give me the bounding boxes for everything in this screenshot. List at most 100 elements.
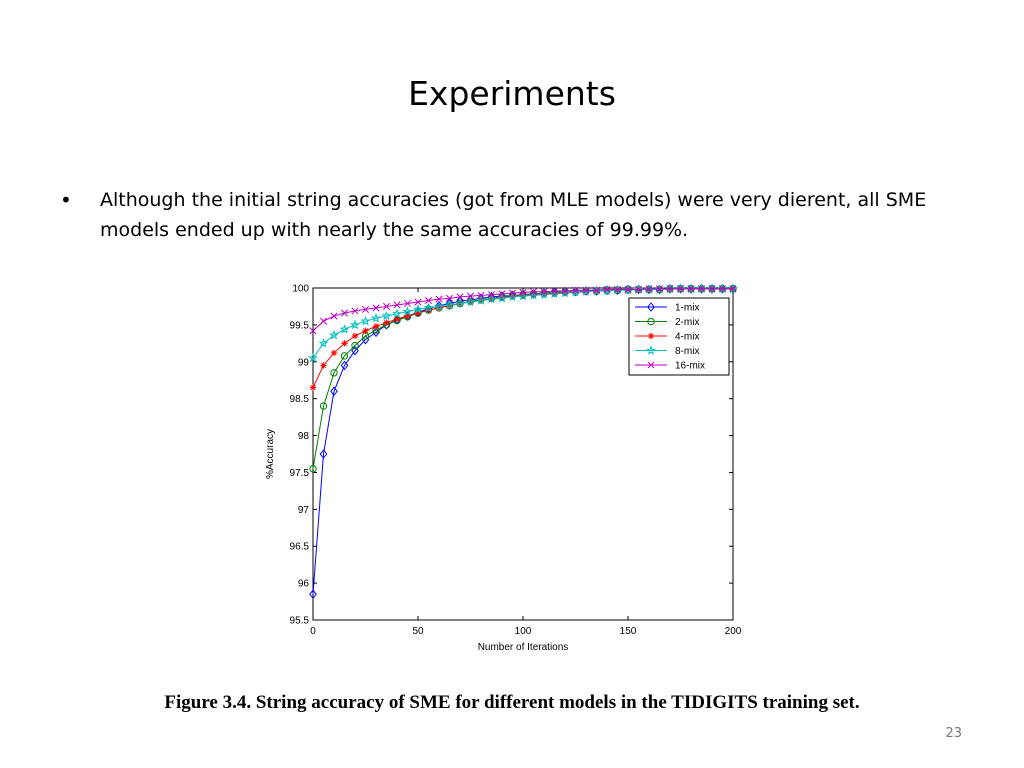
- data-point-16-mix: [393, 301, 401, 309]
- x-axis-label: Number of Iterations: [478, 642, 569, 653]
- page-number: 23: [945, 726, 962, 741]
- data-point-8-mix: [402, 306, 413, 316]
- data-point-16-mix: [382, 302, 391, 310]
- data-point-8-mix: [728, 283, 738, 293]
- data-point-16-mix: [372, 304, 380, 312]
- data-point-16-mix: [403, 299, 412, 308]
- data-point-8-mix: [707, 283, 717, 293]
- data-point-16-mix: [477, 291, 485, 299]
- data-point-8-mix: [560, 287, 570, 298]
- data-point-8-mix: [392, 308, 402, 319]
- data-point-8-mix: [675, 283, 686, 293]
- data-point-8-mix: [549, 288, 560, 299]
- data-point-4-mix: [561, 289, 569, 296]
- data-point-16-mix: [645, 285, 653, 293]
- data-point-16-mix: [445, 294, 454, 302]
- data-point-16-mix: [466, 292, 475, 300]
- data-point-16-mix: [571, 286, 580, 294]
- data-point-16-mix: [414, 298, 422, 306]
- data-point-8-mix: [570, 287, 581, 297]
- data-point-8-mix: [360, 315, 371, 326]
- data-point-16-mix: [529, 288, 538, 296]
- data-point-1-mix: [624, 284, 632, 295]
- data-point-16-mix: [603, 285, 611, 294]
- legend-label: 16-mix: [675, 361, 705, 372]
- data-point-2-mix: [319, 402, 328, 410]
- y-tick-label: 96.5: [290, 542, 310, 553]
- data-point-2-mix: [351, 341, 359, 350]
- data-point-16-mix: [424, 296, 433, 305]
- data-point-16-mix: [456, 293, 464, 301]
- data-point-4-mix: [351, 332, 359, 340]
- data-point-2-mix: [309, 465, 317, 473]
- y-tick-label: 97.5: [290, 468, 310, 479]
- y-tick-label: 96: [298, 579, 310, 590]
- y-tick-label: 98: [298, 431, 310, 442]
- data-point-16-mix: [540, 288, 548, 296]
- data-point-8-mix: [633, 284, 644, 294]
- data-point-16-mix: [487, 291, 496, 299]
- data-point-4-mix: [393, 315, 401, 323]
- data-point-16-mix: [361, 305, 370, 313]
- data-point-16-mix: [309, 327, 317, 335]
- data-point-16-mix: [624, 285, 632, 294]
- data-point-8-mix: [350, 319, 360, 330]
- x-tick-label: 100: [515, 626, 532, 637]
- data-point-8-mix: [465, 296, 476, 307]
- data-point-1-mix: [340, 360, 349, 371]
- bullet-text: Although the initial string accuracies (…: [100, 189, 927, 241]
- data-point-16-mix: [582, 286, 590, 294]
- data-point-4-mix: [309, 384, 317, 391]
- data-point-8-mix: [476, 295, 486, 305]
- data-point-8-mix: [381, 310, 392, 321]
- data-point-16-mix: [708, 285, 716, 293]
- data-point-8-mix: [434, 301, 444, 311]
- data-point-16-mix: [330, 312, 338, 320]
- data-point-8-mix: [539, 289, 549, 299]
- legend-marker-2-mix: [647, 317, 655, 326]
- y-axis-label: %Accuracy: [265, 429, 276, 479]
- data-point-4-mix: [372, 323, 380, 330]
- data-point-1-mix: [330, 386, 338, 397]
- y-tick-label: 95.5: [290, 616, 310, 627]
- data-point-4-mix: [540, 290, 548, 298]
- legend-label: 8-mix: [675, 346, 699, 357]
- data-point-16-mix: [561, 287, 569, 295]
- data-point-16-mix: [351, 307, 359, 315]
- data-point-16-mix: [592, 286, 601, 294]
- data-point-4-mix: [425, 306, 432, 314]
- data-point-16-mix: [550, 287, 559, 295]
- data-point-4-mix: [341, 340, 348, 347]
- legend-label: 1-mix: [675, 303, 699, 314]
- y-tick-label: 98.5: [290, 394, 310, 405]
- data-point-16-mix: [340, 309, 349, 317]
- data-point-4-mix: [362, 327, 369, 334]
- data-point-16-mix: [687, 285, 695, 293]
- data-point-16-mix: [508, 289, 517, 297]
- x-tick-label: 200: [725, 626, 742, 637]
- data-point-4-mix: [519, 292, 527, 299]
- data-point-8-mix: [329, 329, 339, 340]
- data-point-16-mix: [718, 285, 727, 293]
- data-point-4-mix: [603, 287, 611, 294]
- data-point-4-mix: [404, 312, 411, 320]
- data-point-8-mix: [444, 299, 455, 310]
- data-point-8-mix: [686, 283, 696, 293]
- accuracy-line-chart: 95.5 96 96.5 97 97.5 98 98.5 99 99.5 100 0 50 100 150…: [265, 283, 742, 654]
- data-point-1-mix: [319, 449, 328, 459]
- accuracy-figure: 95.5 96 96.5 97 97.5 98 98.5 99 99.5 100 0 50 100 150…: [245, 270, 765, 670]
- legend-marker-1-mix: [647, 302, 655, 312]
- data-point-16-mix: [435, 295, 443, 303]
- data-point-4-mix: [509, 292, 516, 300]
- y-tick-label: 99: [298, 357, 310, 368]
- data-point-16-mix: [655, 285, 664, 293]
- data-point-16-mix: [519, 288, 527, 296]
- data-point-16-mix: [634, 285, 643, 294]
- legend-marker-8-mix: [646, 345, 656, 355]
- data-point-4-mix: [383, 319, 390, 326]
- bullet-dot-icon: •: [60, 188, 72, 212]
- data-point-8-mix: [371, 313, 381, 323]
- data-point-4-mix: [446, 302, 453, 309]
- data-point-4-mix: [330, 349, 338, 357]
- data-point-2-mix: [340, 352, 349, 360]
